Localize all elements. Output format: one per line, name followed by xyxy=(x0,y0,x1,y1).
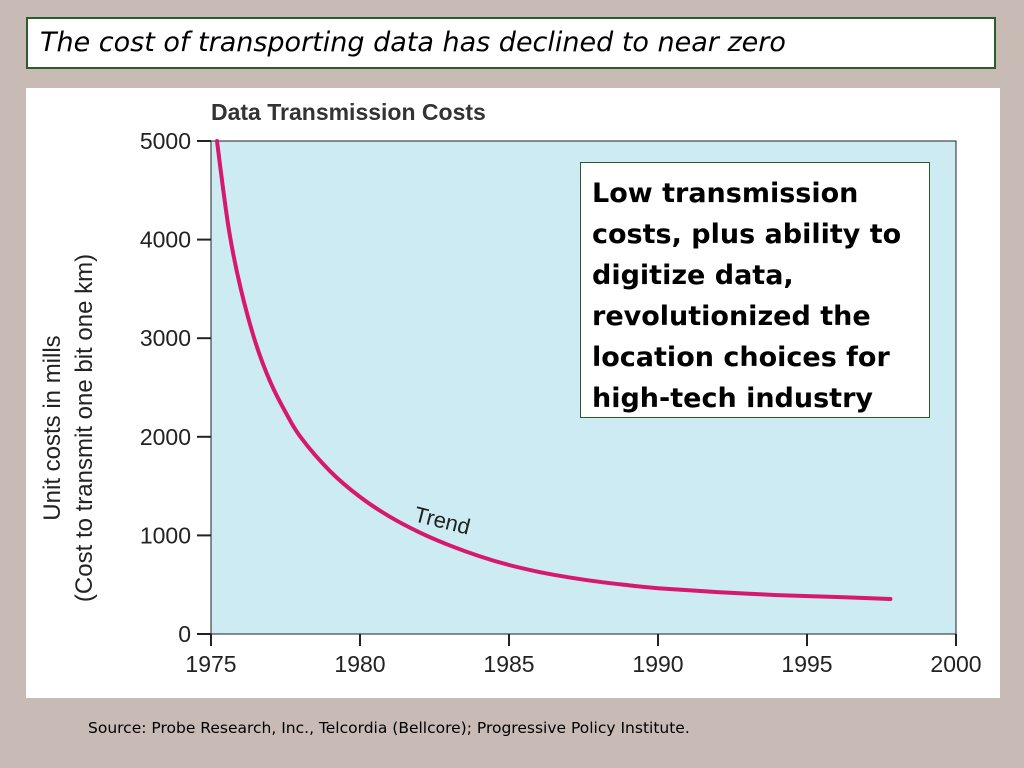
callout-box: Low transmission costs, plus ability to … xyxy=(580,162,930,418)
chart-title: Data Transmission Costs xyxy=(211,99,486,125)
series-line-trend xyxy=(215,139,893,601)
y-tick-label: 0 xyxy=(178,621,191,647)
y-axis-title-line2: (Cost to transmit one bit one km) xyxy=(71,254,98,602)
x-tick-label: 1995 xyxy=(781,651,832,677)
y-axis-title-line1: Unit costs in mills xyxy=(39,335,66,520)
slide-title: The cost of transporting data has declin… xyxy=(40,27,786,58)
x-tick-label: 1985 xyxy=(483,651,534,677)
x-tick-label: 1980 xyxy=(334,651,385,677)
source-note: Source: Probe Research, Inc., Telcordia … xyxy=(88,719,690,737)
x-axis: 1975 1980 1985 1990 1995 2000 xyxy=(185,634,982,677)
y-axis: 0 1000 2000 3000 4000 5000 xyxy=(140,128,211,647)
callout-text: Low transmission costs, plus ability to … xyxy=(592,178,902,414)
y-tick-label: 3000 xyxy=(140,325,191,351)
x-tick-label: 1975 xyxy=(185,651,236,677)
y-tick-label: 4000 xyxy=(140,227,191,253)
x-tick-label: 1990 xyxy=(632,651,683,677)
y-axis-title: Unit costs in mills (Cost to transmit on… xyxy=(39,254,98,602)
y-tick-label: 1000 xyxy=(140,522,191,548)
y-tick-label: 5000 xyxy=(140,128,191,154)
slide-title-box: The cost of transporting data has declin… xyxy=(26,17,996,69)
x-tick-label: 2000 xyxy=(930,651,981,677)
y-tick-label: 2000 xyxy=(140,424,191,450)
series-group xyxy=(215,139,893,601)
